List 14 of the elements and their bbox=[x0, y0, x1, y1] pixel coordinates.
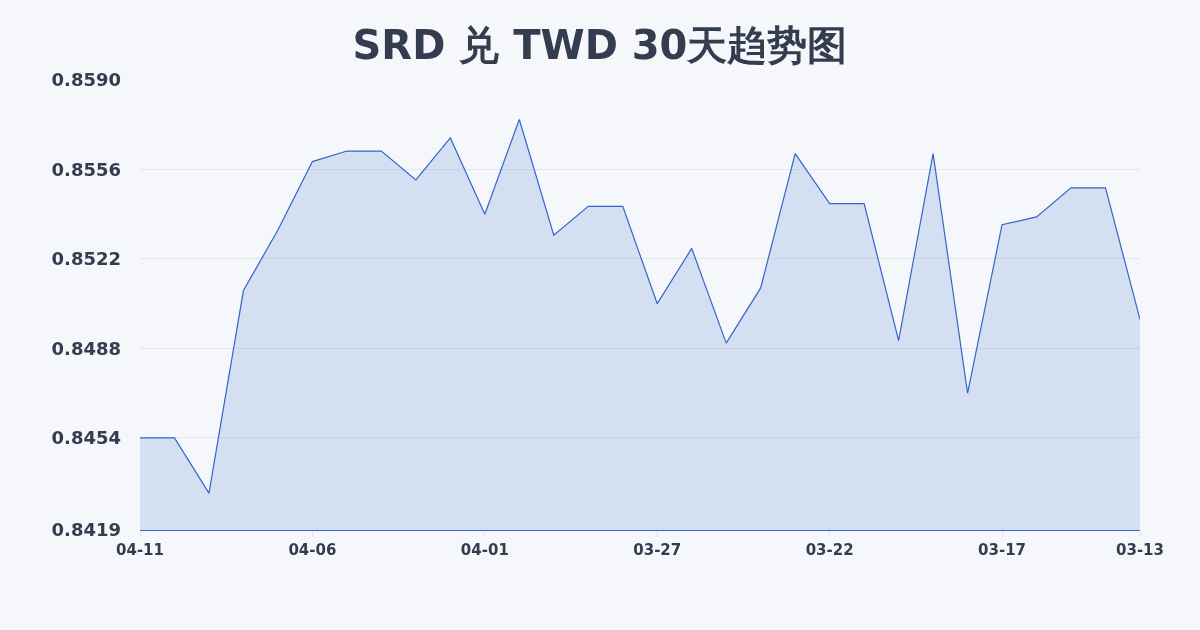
y-tick-label: 0.8488 bbox=[51, 337, 121, 359]
y-tick-label: 0.8522 bbox=[51, 248, 121, 270]
x-tick-label: 03-22 bbox=[805, 541, 854, 559]
y-tick-label: 0.8556 bbox=[51, 158, 121, 180]
chart-title: SRD 兑 TWD 30天趋势图 bbox=[352, 22, 848, 68]
x-tick-label: 03-27 bbox=[633, 541, 682, 559]
x-tick-label: 03-13 bbox=[1116, 541, 1164, 559]
x-tick-label: 04-06 bbox=[288, 541, 337, 559]
y-tick-label: 0.8590 bbox=[51, 69, 121, 91]
x-tick-label: 04-11 bbox=[116, 541, 164, 559]
x-tick-label: 03-17 bbox=[978, 541, 1027, 559]
y-tick-label: 0.8419 bbox=[51, 519, 121, 541]
y-tick-label: 0.8454 bbox=[51, 427, 121, 449]
x-tick-label: 04-01 bbox=[460, 541, 509, 559]
